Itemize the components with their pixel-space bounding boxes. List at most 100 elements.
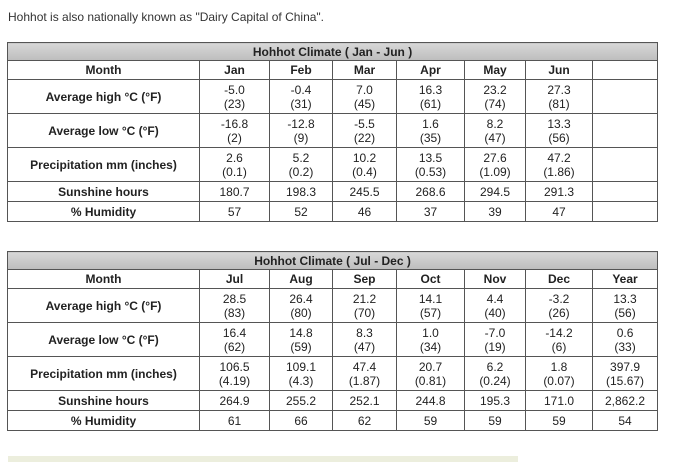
cell-value: 255.2	[285, 393, 317, 408]
cell-value: 21.2	[352, 291, 377, 306]
table-cell: 61	[199, 410, 270, 431]
month-header	[591, 60, 659, 80]
footer-bar	[8, 456, 518, 462]
cell-value: 195.3	[479, 393, 511, 408]
cell-value: 23.2	[483, 82, 507, 97]
table-cell: -12.8 (9)	[269, 113, 333, 148]
cell-value: 39	[488, 204, 502, 219]
table-row: Average high °C (°F) 28.5 (83) 26.4 (80) 21.2…	[7, 288, 659, 323]
cell-value-imperial: (0.2)	[288, 164, 314, 179]
row-label: % Humidity	[7, 201, 200, 222]
cell-value-imperial: (57)	[419, 305, 442, 320]
table-cell: 14.8 (59)	[269, 322, 333, 357]
table-cell: 397.9 (15.67)	[591, 356, 659, 391]
table-cell: 291.3	[525, 181, 593, 202]
table-cell: 47.2 (1.86)	[525, 147, 593, 182]
cell-value-imperial: (0.1)	[222, 164, 247, 179]
table-cell: 47	[525, 201, 593, 222]
table-row: Average high °C (°F) -5.0 (23) -0.4 (31) 7.0(…	[7, 79, 659, 114]
table-cell: 14.1 (57)	[396, 288, 465, 323]
cell-value: 198.3	[285, 184, 317, 199]
cell-value: 106.5	[219, 359, 250, 374]
cell-value-imperial: (31)	[290, 96, 312, 111]
table-cell: 28.5 (83)	[199, 288, 270, 323]
row-label: Average low °C (°F)	[7, 322, 200, 357]
table-cell	[591, 181, 659, 202]
table-title: Hohhot Climate ( Jan - Jun )	[6, 42, 659, 61]
table-cell: 268.6	[396, 181, 465, 202]
cell-value: 13.5	[418, 150, 443, 165]
cell-value: 20.7	[418, 359, 443, 374]
table-cell: 2,862.2	[591, 390, 659, 411]
row-label: Sunshine hours	[7, 181, 200, 202]
table-row: Precipitation mm (inches) 106.5 (4.19) 109.…	[7, 356, 659, 391]
row-label: Sunshine hours	[7, 390, 200, 411]
cell-value: 52	[294, 204, 308, 219]
cell-value: 1.0	[422, 325, 439, 340]
climate-table-jul-dec: Hohhot Climate ( Jul - Dec ) Month Jul Aug S…	[6, 251, 659, 431]
cell-value: 59	[552, 413, 566, 428]
table-title: Hohhot Climate ( Jul - Dec )	[6, 251, 659, 270]
table-cell: 52	[269, 201, 333, 222]
table-cell: 198.3	[269, 181, 333, 202]
month-header: Nov	[464, 269, 526, 289]
month-header: Feb	[269, 60, 333, 80]
table-cell: 10.2 (0.4)	[332, 147, 397, 182]
cell-value-imperial: (1.09)	[479, 164, 511, 179]
table-cell: 37	[396, 201, 465, 222]
table-cell: -14.2 (6)	[525, 322, 593, 357]
table-cell: -5.0 (23)	[199, 79, 270, 114]
cell-value: -7.0	[484, 325, 506, 340]
table-cell: 46	[332, 201, 397, 222]
table-row: Sunshine hours 264.9 255.2 252.1 244.8 195.3 1…	[7, 390, 659, 411]
table-cell: 6.2 (0.24)	[464, 356, 526, 391]
table-cell: 5.2 (0.2)	[269, 147, 333, 182]
table-cell: 1.0 (34)	[396, 322, 465, 357]
table-row: % Humidity 57 52 46 37 39 47	[7, 201, 659, 222]
cell-value-imperial: (80)	[290, 305, 312, 320]
row-label: Precipitation mm (inches)	[7, 147, 200, 182]
cell-value: 62	[357, 413, 372, 428]
table-cell: 0.6 (33)	[591, 322, 659, 357]
month-header: Year	[591, 269, 659, 289]
table-cell: 13.3 (56)	[525, 113, 593, 148]
cell-value: 294.5	[479, 184, 511, 199]
cell-value: 61	[227, 413, 242, 428]
table-cell: 26.4 (80)	[269, 288, 333, 323]
cell-value: 8.2	[486, 116, 504, 131]
cell-value: 47.4	[352, 359, 377, 374]
cell-value: 171.0	[543, 393, 575, 408]
cell-value: -3.2	[548, 291, 570, 306]
table-row: Sunshine hours 180.7 198.3 245.5 268.6 294.5 2…	[7, 181, 659, 202]
table-cell: 59	[396, 410, 465, 431]
cell-value: -5.5	[354, 116, 375, 131]
cell-value-imperial: (47)	[484, 130, 506, 145]
cell-value-imperial: (34)	[419, 339, 442, 354]
table-cell: 59	[525, 410, 593, 431]
cell-value: -14.2	[545, 325, 573, 340]
table-cell: 8.2 (47)	[464, 113, 526, 148]
table-cell: -16.8 (2)	[199, 113, 270, 148]
table-cell: 59	[464, 410, 526, 431]
cell-value: 27.3	[547, 82, 571, 97]
table-cell: 294.5	[464, 181, 526, 202]
table-cell: 7.0 (45)	[332, 79, 397, 114]
cell-value: 268.6	[415, 184, 446, 199]
table-cell: -7.0 (19)	[464, 322, 526, 357]
table-cell: 1.6 (35)	[396, 113, 465, 148]
cell-value-imperial: (40)	[484, 305, 506, 320]
cell-value-imperial: (19)	[484, 339, 506, 354]
month-header: Jun	[525, 60, 593, 80]
cell-value-imperial: (1.86)	[543, 164, 575, 179]
table-cell: 109.1 (4.3)	[269, 356, 333, 391]
cell-value-imperial: (15.67)	[606, 373, 645, 388]
table-cell: -0.4 (31)	[269, 79, 333, 114]
cell-value: 244.8	[415, 393, 446, 408]
table-cell: 54	[591, 410, 659, 431]
cell-value-imperial: (6)	[551, 339, 567, 354]
table-cell: 66	[269, 410, 333, 431]
cell-value: 47	[552, 204, 566, 219]
row-label: Average high °C (°F)	[7, 288, 200, 323]
table-cell: 13.3 (56)	[591, 288, 659, 323]
month-header-label: Month	[7, 269, 200, 289]
